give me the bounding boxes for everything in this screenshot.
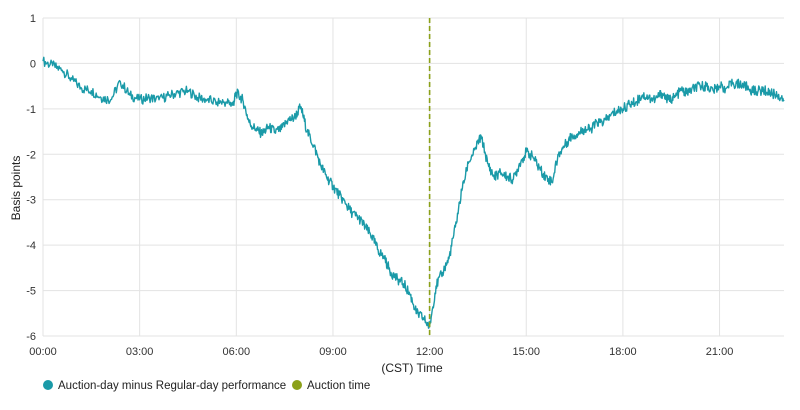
y-axis-title: Basis points bbox=[9, 156, 23, 221]
x-tick-label: 03:00 bbox=[126, 346, 154, 358]
y-tick-label: -1 bbox=[26, 104, 36, 116]
legend-label-auction-time: Auction time bbox=[307, 380, 370, 392]
series bbox=[42, 18, 785, 336]
x-tick-label: 12:00 bbox=[416, 346, 444, 358]
x-axis-title: (CST) Time bbox=[381, 361, 443, 375]
y-tick-label: -3 bbox=[26, 195, 36, 207]
y-axis-ticks: 1 0 -1 -2 -3 -4 -5 -6 bbox=[26, 13, 36, 343]
y-tick-label: -6 bbox=[26, 331, 36, 343]
x-tick-label: 06:00 bbox=[223, 346, 251, 358]
grid bbox=[42, 17, 784, 337]
y-tick-label: -5 bbox=[26, 286, 36, 298]
legend-swatch-performance bbox=[43, 380, 53, 390]
legend-label-performance: Auction-day minus Regular-day performanc… bbox=[58, 380, 286, 392]
x-tick-label: 09:00 bbox=[319, 346, 347, 358]
legend-swatch-auction-time bbox=[292, 380, 302, 390]
y-tick-label: -2 bbox=[26, 149, 36, 161]
legend-item-auction-time: Auction time bbox=[292, 380, 370, 392]
x-tick-label: 18:00 bbox=[609, 346, 637, 358]
x-tick-label: 15:00 bbox=[512, 346, 540, 358]
x-tick-label: 21:00 bbox=[706, 346, 734, 358]
y-tick-label: 1 bbox=[30, 13, 36, 25]
performance-series-line bbox=[42, 56, 785, 329]
legend: Auction-day minus Regular-day performanc… bbox=[43, 380, 370, 392]
y-tick-label: 0 bbox=[30, 58, 36, 70]
legend-item-performance: Auction-day minus Regular-day performanc… bbox=[43, 380, 286, 392]
y-tick-label: -4 bbox=[26, 240, 36, 252]
x-tick-label: 00:00 bbox=[29, 346, 57, 358]
x-axis-ticks: 00:00 03:00 06:00 09:00 12:00 15:00 18:00 21:00 bbox=[29, 346, 733, 358]
